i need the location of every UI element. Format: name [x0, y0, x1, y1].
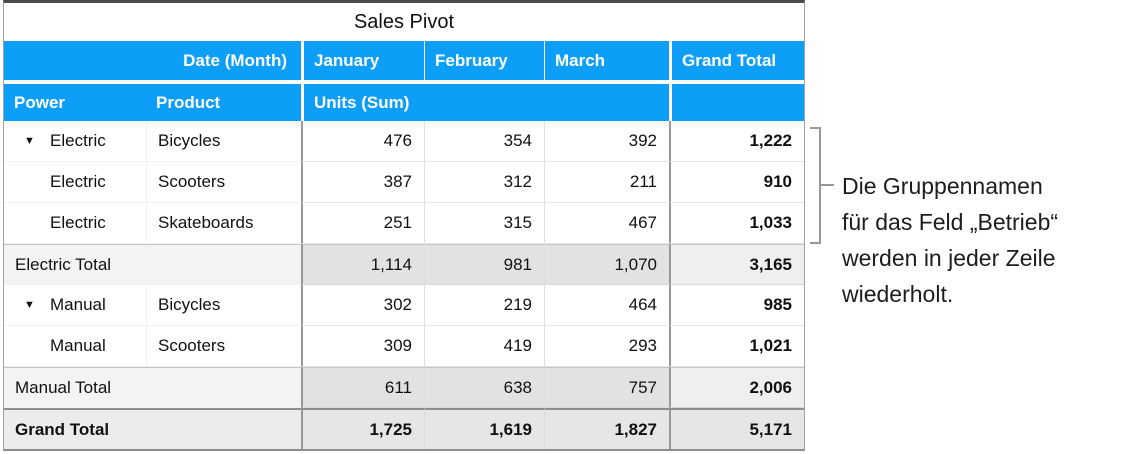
header-cell-march[interactable]: March [544, 41, 669, 80]
pivot-cell-group[interactable]: ▼ Manual [4, 285, 146, 326]
callout-bracket-tick [820, 184, 834, 186]
callout-text: Die Gruppennamen für das Feld „Betrieb“ … [842, 168, 1140, 312]
pivot-cell-product[interactable]: Skateboards [146, 203, 301, 244]
pivot-cell-january[interactable]: 302 [301, 285, 424, 326]
pivot-cell-grand-total-label[interactable]: Grand Total [4, 408, 301, 449]
pivot-cell-march[interactable]: 1,827 [544, 408, 669, 449]
pivot-cell-grand-total[interactable]: 3,165 [669, 244, 804, 285]
header-row-months: Date (Month) January February March Gran… [4, 41, 804, 80]
pivot-cell-february[interactable]: 219 [424, 285, 544, 326]
pivot-cell-january[interactable]: 1,114 [301, 244, 424, 285]
pivot-cell-january[interactable]: 476 [301, 121, 424, 162]
pivot-cell-march[interactable]: 467 [544, 203, 669, 244]
header-divider [4, 80, 804, 84]
pivot-cell-february[interactable]: 1,619 [424, 408, 544, 449]
header-cell-grand-total[interactable]: Grand Total [669, 41, 804, 80]
header-cell-date-month[interactable]: Date (Month) [4, 41, 301, 80]
callout-line: für das Feld „Betrieb“ [842, 209, 1059, 235]
pivot-cell-group[interactable]: ▼ Manual [4, 326, 146, 367]
header-cell-february[interactable]: February [424, 41, 544, 80]
pivot-cell-january[interactable]: 309 [301, 326, 424, 367]
header-cell-power[interactable]: Power [4, 84, 146, 121]
pivot-cell-february[interactable]: 312 [424, 162, 544, 203]
pivot-cell-january[interactable]: 611 [301, 367, 424, 408]
disclosure-triangle-icon[interactable]: ▼ [24, 135, 35, 147]
pivot-cell-march[interactable]: 293 [544, 326, 669, 367]
pivot-table: Sales Pivot Date (Month) January Februar… [3, 0, 805, 451]
pivot-cell-group[interactable]: ▼ Electric [4, 203, 146, 244]
header-cell-blank[interactable] [669, 84, 804, 121]
subtotal-row: Electric Total 1,114 981 1,070 3,165 [4, 244, 804, 285]
pivot-cell-product[interactable]: Scooters [146, 162, 301, 203]
pivot-cell-february[interactable]: 638 [424, 367, 544, 408]
pivot-cell-march[interactable]: 1,070 [544, 244, 669, 285]
callout-line: wiederholt. [842, 281, 954, 307]
pivot-cell-march[interactable]: 392 [544, 121, 669, 162]
pivot-cell-january[interactable]: 387 [301, 162, 424, 203]
subtotal-row: Manual Total 611 638 757 2,006 [4, 367, 804, 408]
pivot-cell-subtotal-label[interactable]: Electric Total [4, 244, 301, 285]
pivot-cell-grand-total[interactable]: 5,171 [669, 408, 804, 449]
pivot-cell-february[interactable]: 354 [424, 121, 544, 162]
disclosure-triangle-icon[interactable]: ▼ [24, 299, 35, 311]
header-cell-units-sum[interactable]: Units (Sum) [301, 84, 669, 121]
table-row: ▼ Electric Skateboards 251 315 467 1,033 [4, 203, 804, 244]
callout-line: werden in jeder Zeile [842, 245, 1056, 271]
pivot-cell-march[interactable]: 757 [544, 367, 669, 408]
pivot-cell-product[interactable]: Scooters [146, 326, 301, 367]
pivot-cell-group[interactable]: ▼ Electric [4, 121, 146, 162]
pivot-cell-february[interactable]: 419 [424, 326, 544, 367]
group-label: Electric [50, 213, 106, 232]
pivot-cell-grand-total[interactable]: 1,021 [669, 326, 804, 367]
pivot-cell-product[interactable]: Bicycles [146, 121, 301, 162]
group-label: Manual [50, 336, 106, 355]
pivot-cell-grand-total[interactable]: 1,222 [669, 121, 804, 162]
pivot-cell-grand-total[interactable]: 2,006 [669, 367, 804, 408]
pivot-cell-subtotal-label[interactable]: Manual Total [4, 367, 301, 408]
header-cell-january[interactable]: January [301, 41, 424, 80]
grand-total-row: Grand Total 1,725 1,619 1,827 5,171 [4, 408, 804, 449]
group-label: Manual [50, 295, 106, 314]
group-label: Electric [50, 172, 106, 191]
pivot-cell-january[interactable]: 1,725 [301, 408, 424, 449]
table-row: ▼ Electric Scooters 387 312 211 910 [4, 162, 804, 203]
pivot-cell-march[interactable]: 211 [544, 162, 669, 203]
pivot-cell-group[interactable]: ▼ Electric [4, 162, 146, 203]
pivot-cell-product[interactable]: Bicycles [146, 285, 301, 326]
header-row-fields: Power Product Units (Sum) [4, 84, 804, 121]
pivot-cell-grand-total[interactable]: 910 [669, 162, 804, 203]
pivot-cell-february[interactable]: 315 [424, 203, 544, 244]
table-row: ▼ Electric Bicycles 476 354 392 1,222 [4, 121, 804, 162]
group-label: Electric [50, 131, 106, 150]
table-row: ▼ Manual Bicycles 302 219 464 985 [4, 285, 804, 326]
pivot-cell-march[interactable]: 464 [544, 285, 669, 326]
pivot-cell-february[interactable]: 981 [424, 244, 544, 285]
pivot-cell-grand-total[interactable]: 985 [669, 285, 804, 326]
callout-line: Die Gruppennamen [842, 173, 1043, 199]
header-cell-product[interactable]: Product [146, 84, 301, 121]
pivot-cell-grand-total[interactable]: 1,033 [669, 203, 804, 244]
table-row: ▼ Manual Scooters 309 419 293 1,021 [4, 326, 804, 367]
pivot-cell-january[interactable]: 251 [301, 203, 424, 244]
table-title[interactable]: Sales Pivot [4, 3, 804, 41]
